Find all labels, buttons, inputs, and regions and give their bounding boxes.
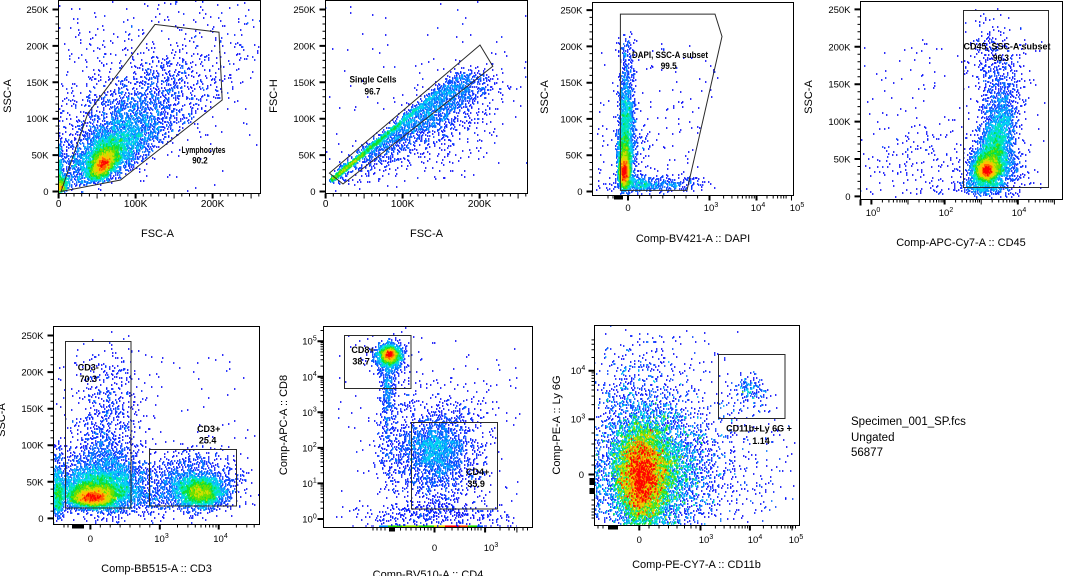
svg-text:200K: 200K xyxy=(828,42,851,53)
svg-text:50K: 50K xyxy=(32,151,50,162)
svg-text:CD3-: CD3- xyxy=(78,363,99,373)
svg-text:200K: 200K xyxy=(201,199,225,210)
svg-text:DAPI, SSC-A subset: DAPI, SSC-A subset xyxy=(632,50,708,60)
svg-text:200K: 200K xyxy=(293,41,316,52)
svg-text:Comp-BV421-A :: DAPI: Comp-BV421-A :: DAPI xyxy=(636,233,750,245)
svg-text:105: 105 xyxy=(302,336,317,348)
svg-text:104: 104 xyxy=(751,202,766,214)
svg-text:Comp-PE-A :: Ly 6G: Comp-PE-A :: Ly 6G xyxy=(551,375,563,474)
svg-text:56877: 56877 xyxy=(851,447,883,459)
svg-text:100K: 100K xyxy=(124,199,148,210)
svg-text:100K: 100K xyxy=(560,114,583,125)
svg-text:100K: 100K xyxy=(293,114,316,125)
svg-text:SSC-A: SSC-A xyxy=(0,403,8,437)
svg-text:0: 0 xyxy=(88,534,93,545)
svg-text:Comp-BV510-A :: CD4: Comp-BV510-A :: CD4 xyxy=(373,569,484,576)
svg-text:104: 104 xyxy=(213,533,228,545)
svg-text:103: 103 xyxy=(484,542,499,554)
svg-text:Single Cells: Single Cells xyxy=(350,75,397,85)
svg-text:0: 0 xyxy=(637,535,642,546)
svg-text:100K: 100K xyxy=(26,114,49,125)
svg-text:FSC-H: FSC-H xyxy=(268,79,280,113)
svg-text:100K: 100K xyxy=(391,199,415,210)
svg-text:104: 104 xyxy=(302,371,317,383)
svg-text:96.7: 96.7 xyxy=(365,87,381,97)
svg-text:105: 105 xyxy=(789,534,804,546)
svg-text:35.9: 35.9 xyxy=(467,479,485,489)
svg-text:200K: 200K xyxy=(21,368,44,379)
svg-text:Comp-PE-CY7-A :: CD11b: Comp-PE-CY7-A :: CD11b xyxy=(632,559,761,571)
svg-text:102: 102 xyxy=(302,442,317,454)
svg-text:50K: 50K xyxy=(834,155,852,166)
svg-text:Comp-APC-A :: CD8: Comp-APC-A :: CD8 xyxy=(278,375,290,475)
svg-text:100K: 100K xyxy=(828,117,851,128)
svg-text:Ungated: Ungated xyxy=(851,432,894,444)
svg-text:200K: 200K xyxy=(26,41,49,52)
svg-text:250K: 250K xyxy=(828,5,851,16)
svg-text:100: 100 xyxy=(302,513,317,525)
svg-text:0: 0 xyxy=(43,187,48,198)
svg-text:FSC-A: FSC-A xyxy=(141,228,175,240)
svg-text:150K: 150K xyxy=(21,404,44,415)
svg-text:250K: 250K xyxy=(560,6,583,17)
svg-text:0: 0 xyxy=(56,199,62,210)
svg-text:Specimen_001_SP.fcs: Specimen_001_SP.fcs xyxy=(851,416,966,428)
svg-text:0: 0 xyxy=(579,470,584,481)
svg-text:70.3: 70.3 xyxy=(80,374,98,384)
svg-text:CD45, SSC-A subset: CD45, SSC-A subset xyxy=(964,42,1051,52)
svg-text:150K: 150K xyxy=(26,78,49,89)
svg-text:Comp-APC-Cy7-A :: CD45: Comp-APC-Cy7-A :: CD45 xyxy=(896,237,1026,249)
svg-text:0: 0 xyxy=(432,543,437,554)
svg-text:SSC-A: SSC-A xyxy=(803,80,815,114)
svg-text:101: 101 xyxy=(302,478,317,490)
svg-text:104: 104 xyxy=(748,534,763,546)
svg-text:250K: 250K xyxy=(26,5,49,16)
svg-text:150K: 150K xyxy=(560,78,583,89)
svg-text:1.14: 1.14 xyxy=(752,436,770,446)
svg-text:99.5: 99.5 xyxy=(661,61,677,71)
svg-text:CD11b+Ly 6G +: CD11b+Ly 6G + xyxy=(726,423,792,433)
svg-text:90.2: 90.2 xyxy=(192,156,208,166)
svg-text:0: 0 xyxy=(625,203,630,214)
svg-text:38.7: 38.7 xyxy=(352,357,370,367)
svg-text:103: 103 xyxy=(699,534,714,546)
svg-text:104: 104 xyxy=(1012,207,1027,219)
svg-text:0: 0 xyxy=(323,199,329,210)
svg-text:200K: 200K xyxy=(468,199,492,210)
svg-text:200K: 200K xyxy=(560,42,583,53)
svg-text:96.3: 96.3 xyxy=(993,53,1009,63)
svg-text:Comp-BB515-A :: CD3: Comp-BB515-A :: CD3 xyxy=(101,563,212,575)
svg-text:103: 103 xyxy=(302,407,317,419)
svg-text:103: 103 xyxy=(154,533,169,545)
svg-text:104: 104 xyxy=(571,365,586,377)
svg-text:103: 103 xyxy=(704,202,719,214)
svg-text:250K: 250K xyxy=(293,5,316,16)
svg-text:FSC-A: FSC-A xyxy=(410,228,444,240)
svg-text:SSC-A: SSC-A xyxy=(2,79,14,113)
svg-text:100: 100 xyxy=(866,207,881,219)
svg-text:SSC-A: SSC-A xyxy=(539,80,551,114)
svg-text:CD8+: CD8+ xyxy=(351,345,374,355)
svg-text:250K: 250K xyxy=(21,331,44,342)
svg-text:103: 103 xyxy=(571,414,586,426)
svg-text:0: 0 xyxy=(845,192,850,203)
svg-text:100K: 100K xyxy=(21,441,44,452)
svg-text:50K: 50K xyxy=(27,477,45,488)
svg-text:25.4: 25.4 xyxy=(199,435,217,445)
svg-text:105: 105 xyxy=(790,202,805,214)
svg-text:CD3+: CD3+ xyxy=(197,424,220,434)
svg-text:150K: 150K xyxy=(828,80,851,91)
svg-text:0: 0 xyxy=(577,187,582,198)
svg-text:50K: 50K xyxy=(566,151,584,162)
svg-text:0: 0 xyxy=(38,514,43,525)
svg-text:150K: 150K xyxy=(293,78,316,89)
svg-text:0: 0 xyxy=(310,187,315,198)
svg-text:102: 102 xyxy=(939,207,954,219)
svg-text:CD4+: CD4+ xyxy=(466,467,489,477)
svg-text:50K: 50K xyxy=(299,151,317,162)
svg-text:Lymphocytes: Lymphocytes xyxy=(182,145,226,155)
